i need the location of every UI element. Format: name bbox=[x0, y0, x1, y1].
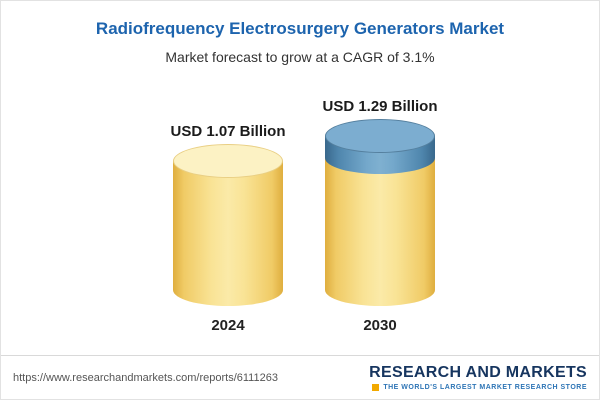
logo-tagline-row: THE WORLD'S LARGEST MARKET RESEARCH STOR… bbox=[369, 383, 587, 391]
value-label-2024: USD 1.07 Billion bbox=[170, 123, 286, 140]
logo-tagline: THE WORLD'S LARGEST MARKET RESEARCH STOR… bbox=[383, 383, 587, 391]
cylinder-bar-2030 bbox=[325, 156, 435, 306]
category-label-2030: 2030 bbox=[363, 317, 397, 334]
research-and-markets-logo[interactable]: RESEARCH AND MARKETS THE WORLD'S LARGEST… bbox=[369, 364, 587, 391]
cylinder-growth-top-2030 bbox=[325, 119, 435, 153]
chart-title: Radiofrequency Electrosurgery Generators… bbox=[95, 19, 505, 38]
logo-accent-icon bbox=[372, 383, 380, 391]
cylinder-top-2024 bbox=[173, 144, 283, 178]
category-label-2024: 2024 bbox=[211, 317, 245, 334]
footer: https://www.researchandmarkets.com/repor… bbox=[1, 355, 599, 399]
chart-subtitle: Market forecast to grow at a CAGR of 3.1… bbox=[165, 49, 435, 65]
cylinder-bar-2024 bbox=[173, 161, 283, 306]
logo-name: RESEARCH AND MARKETS bbox=[369, 364, 587, 382]
value-label-2030: USD 1.29 Billion bbox=[322, 98, 438, 115]
report-url-link[interactable]: https://www.researchandmarkets.com/repor… bbox=[13, 371, 278, 384]
